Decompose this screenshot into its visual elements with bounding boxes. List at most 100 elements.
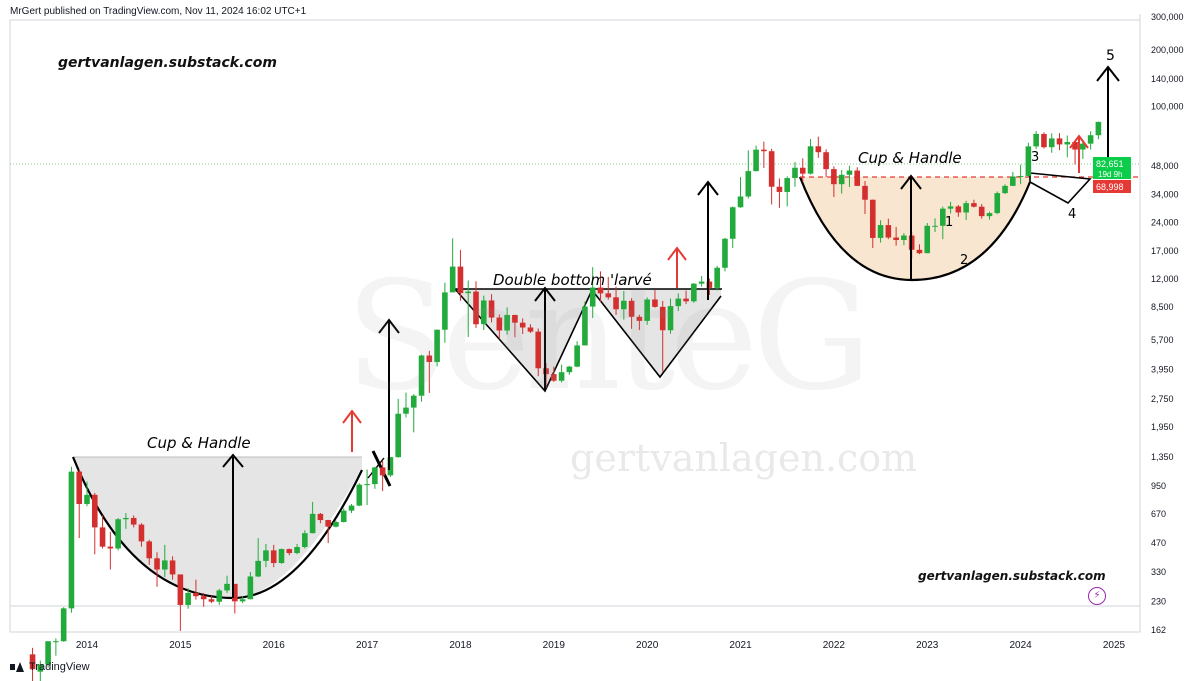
candle-body [379, 467, 386, 476]
tradingview-brand: TradingView [29, 661, 90, 673]
candle [846, 165, 853, 187]
candle [574, 341, 580, 368]
candle [605, 276, 612, 300]
candle-body [971, 203, 977, 207]
candle [473, 281, 479, 328]
candle [434, 329, 440, 367]
candle [457, 249, 464, 301]
y-tick-label: 1,350 [1151, 452, 1174, 462]
tradingview-logo[interactable]: TradingView [10, 661, 90, 673]
candle-body [729, 207, 736, 239]
candle [940, 206, 946, 240]
candle-body [659, 306, 666, 331]
candle-body [675, 298, 682, 307]
candle [480, 295, 487, 330]
candle-body [605, 293, 612, 298]
candle-body [286, 549, 293, 554]
target-arrow-5 [900, 174, 922, 280]
candle-body [706, 281, 713, 288]
candle [753, 145, 759, 172]
candle-body [37, 664, 44, 672]
candle-body [496, 317, 503, 331]
candle [815, 136, 822, 158]
candle-body [947, 206, 954, 209]
candle-body [239, 599, 246, 602]
candle-body [869, 199, 876, 238]
candle-body [146, 541, 153, 559]
candle [1033, 131, 1039, 149]
candle [1072, 140, 1078, 165]
candle-body [558, 372, 565, 381]
candle [76, 469, 83, 539]
candle [667, 298, 674, 334]
candle-body [862, 185, 868, 200]
candle [582, 301, 588, 346]
candle-body [294, 547, 300, 554]
x-tick-label: 2022 [823, 640, 846, 651]
candle [706, 278, 713, 295]
candle [613, 286, 619, 315]
candle-body [255, 560, 261, 577]
candle-body [138, 524, 145, 542]
candle-body [232, 583, 238, 602]
y-axis: 162 230 330 470 670 950 1,350 1,950 2,750 3,950 5,… [1151, 12, 1184, 635]
x-tick-label: 2020 [636, 640, 659, 651]
candle [628, 298, 635, 329]
candle-body [932, 225, 938, 227]
candle-body [1072, 142, 1078, 150]
y-tick-label: 100,000 [1151, 101, 1184, 111]
candle-body [1033, 133, 1039, 147]
candle-body [831, 169, 837, 185]
candle [488, 294, 495, 323]
candle-body [302, 533, 308, 548]
candle-body [364, 484, 370, 486]
x-tick-label: 2019 [543, 640, 566, 651]
candle [597, 271, 604, 302]
candle-body [185, 592, 191, 605]
candle-body [247, 576, 254, 600]
candle [107, 531, 114, 570]
candle [1041, 132, 1047, 149]
candle [761, 141, 767, 168]
substack-watermark-top: gertvanlagen.substack.com [58, 55, 277, 71]
candle [885, 218, 892, 240]
candle-body [442, 292, 448, 330]
candle-body [107, 546, 114, 549]
candle [426, 350, 433, 393]
candle-body [722, 238, 728, 268]
chart-annotation: Cup & Handle [858, 149, 962, 167]
candle-body [403, 407, 409, 414]
candle-body [348, 505, 355, 511]
candle [916, 244, 923, 255]
lightning-icon[interactable]: ⚡ [1088, 587, 1106, 605]
annotations-layer: Cup & Handle Double bottom 'larvé Cup & Ha… [147, 48, 1115, 452]
candle-body [854, 170, 861, 186]
candle [348, 503, 355, 514]
candle-body [473, 291, 479, 325]
candle [91, 492, 98, 555]
candle-body [574, 345, 580, 367]
current-price-tag [1093, 157, 1131, 179]
candle [971, 199, 977, 208]
candle-body [91, 494, 98, 528]
candle [138, 523, 145, 547]
candle-body [644, 299, 650, 321]
substack-watermark-bottom: gertvanlagen.substack.com [918, 569, 1106, 583]
candle [823, 149, 829, 178]
candle-body [1056, 138, 1063, 145]
current-price-label: 82,651 [1096, 159, 1124, 169]
candle-body [154, 558, 160, 570]
candle [566, 365, 573, 375]
y-tick-label: 140,000 [1151, 74, 1184, 84]
y-tick-label: 5,700 [1151, 335, 1174, 345]
candle-body [589, 287, 596, 307]
candle-body [504, 314, 510, 331]
x-tick-label: 2018 [449, 640, 472, 651]
candle [1080, 139, 1086, 159]
candle-body [457, 266, 464, 294]
candle [255, 538, 261, 578]
handle-wedge [1029, 172, 1092, 205]
candle [37, 660, 44, 681]
y-tick-label: 470 [1151, 538, 1166, 548]
